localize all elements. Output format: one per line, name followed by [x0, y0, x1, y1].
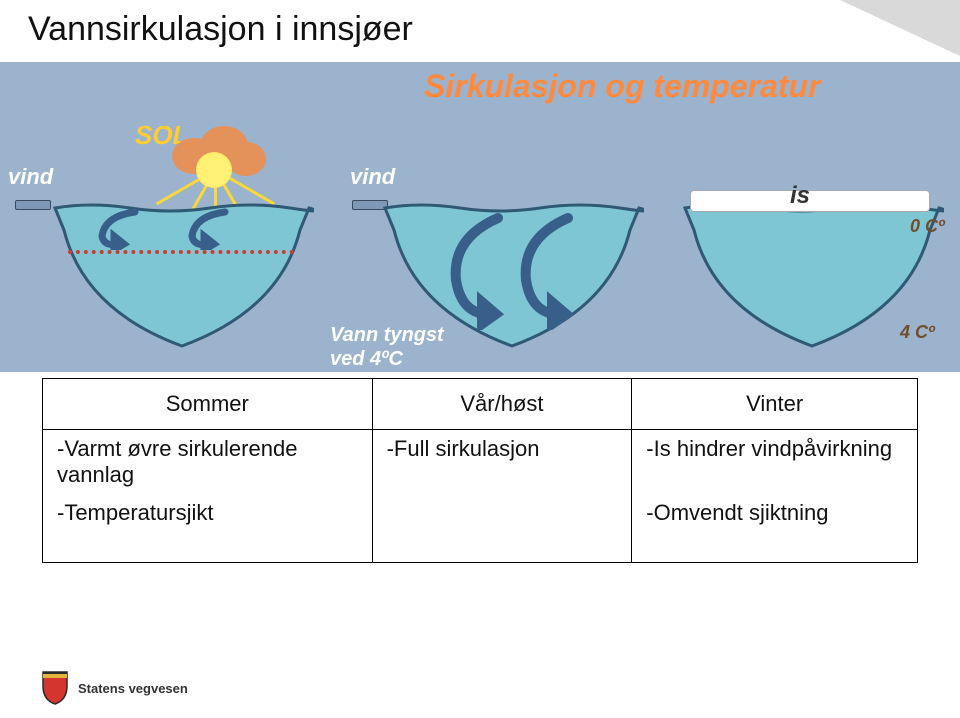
corner-decoration: [840, 0, 960, 56]
table-cell: -Temperatursjikt: [43, 494, 373, 563]
table-cell: -Full sirkulasjon: [372, 430, 632, 495]
ice-label: is: [790, 182, 810, 210]
swirl-arrow-icon: [90, 206, 150, 250]
table-header-winter: Vinter: [632, 379, 918, 430]
footer-org-name: Statens vegvesen: [78, 681, 188, 696]
four-degree-label: 4 Cº: [900, 322, 935, 343]
lake-summer: [50, 200, 314, 350]
swirl-arrow-icon: [510, 210, 590, 330]
swirl-arrow-icon: [440, 210, 520, 330]
diagram-strip: Sirkulasjon og temperatur SOL vind vind: [0, 62, 960, 372]
table-cell: -Omvendt sjiktning: [632, 494, 918, 563]
vind-label-1: vind: [8, 164, 53, 190]
zero-degree-label: 0 Cº: [910, 216, 945, 237]
table-header-springautumn: Vår/høst: [372, 379, 632, 430]
vind-label-2: vind: [350, 164, 395, 190]
table-header-summer: Sommer: [43, 379, 373, 430]
swirl-arrow-icon: [180, 206, 240, 250]
table-cell: [372, 494, 632, 563]
density-text-line2: ved 4ºC: [330, 348, 403, 371]
diagram-main-title: Sirkulasjon og temperatur: [424, 68, 821, 105]
slide: Vannsirkulasjon i innsjøer Sirkulasjon o…: [0, 0, 960, 718]
table-cell: -Is hindrer vindpåvirkning: [632, 430, 918, 495]
page-title: Vannsirkulasjon i innsjøer: [28, 10, 413, 49]
thermocline-dotted-line: [68, 250, 294, 254]
footer-logo: Statens vegvesen: [40, 670, 188, 706]
density-text-line1: Vann tyngst: [330, 324, 444, 347]
season-table: Sommer Vår/høst Vinter -Varmt øvre sirku…: [42, 378, 918, 563]
wind-bar-icon-1: [15, 200, 51, 210]
table-cell: -Varmt øvre sirkulerende vannlag: [43, 430, 373, 495]
shield-icon: [40, 670, 70, 706]
